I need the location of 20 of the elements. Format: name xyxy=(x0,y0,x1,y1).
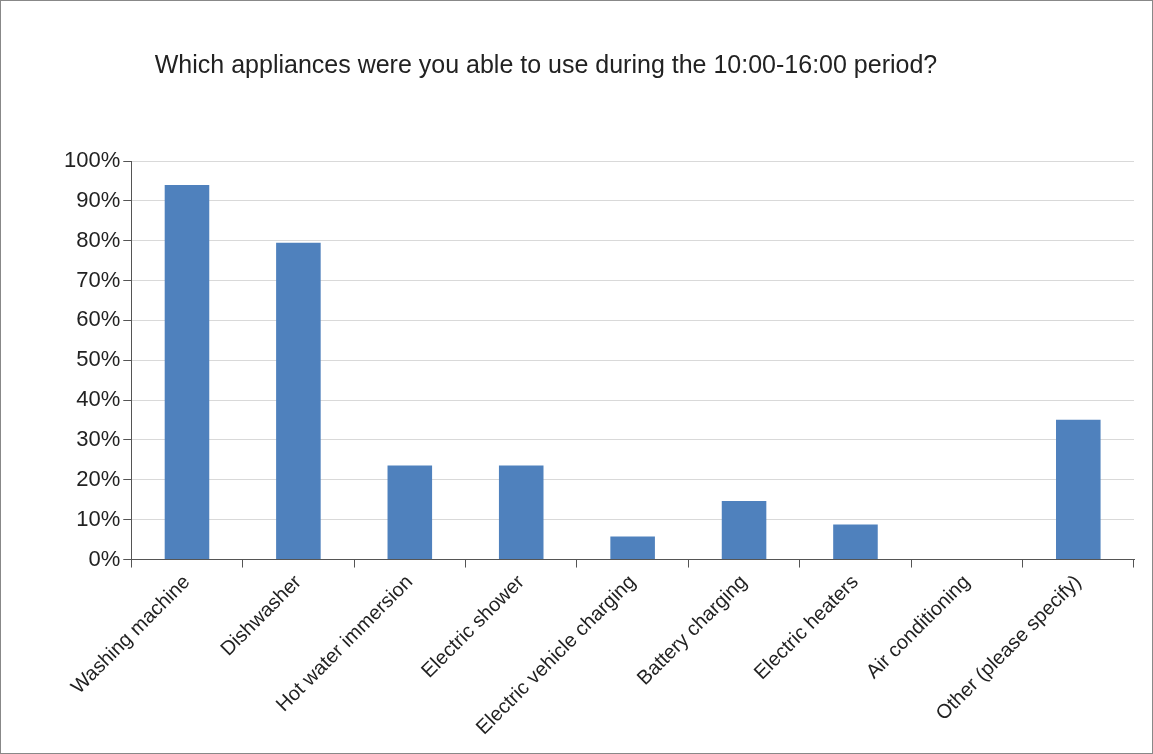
y-tick-label: 90% xyxy=(76,186,121,212)
y-tick-label: 20% xyxy=(76,465,121,491)
bar xyxy=(276,242,321,560)
y-tick-label: 50% xyxy=(76,346,121,372)
bar xyxy=(1056,419,1101,560)
y-tick-label: 80% xyxy=(76,226,121,252)
bar xyxy=(164,184,210,560)
y-tick-label: 0% xyxy=(88,545,121,571)
chart-title: Which appliances were you able to use during the 10:00-16:00 period? xyxy=(153,49,939,80)
bar xyxy=(387,465,433,560)
bar xyxy=(498,465,544,560)
y-tick-label: 30% xyxy=(76,426,121,452)
y-tick-label: 70% xyxy=(76,266,121,292)
bar xyxy=(721,500,767,560)
bar xyxy=(833,524,878,560)
y-tick-label: 100% xyxy=(63,147,121,173)
bar xyxy=(610,536,655,560)
y-tick-label: 10% xyxy=(76,505,121,531)
y-tick-label: 40% xyxy=(76,386,121,412)
y-tick-label: 60% xyxy=(76,306,121,332)
